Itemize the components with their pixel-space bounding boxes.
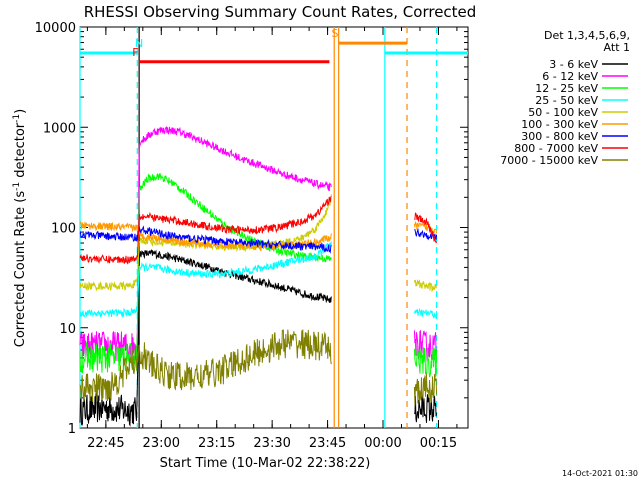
legend-header: Att 1: [604, 41, 630, 54]
legend-label: 100 - 300 keV: [521, 118, 598, 131]
series-line-25-50-kev-after: [413, 307, 438, 320]
x-tick-label: 22:45: [87, 436, 124, 451]
legend-label: 300 - 800 keV: [521, 130, 598, 143]
series-line-3-6-kev: [79, 249, 332, 427]
flag-label-s: S: [331, 27, 338, 40]
y-tick-label: 10: [59, 322, 76, 337]
x-axis-label: Start Time (10-Mar-02 22:38:22): [160, 456, 371, 471]
flag-label-n: N: [135, 37, 143, 50]
series-line-300-800-kev: [79, 225, 332, 254]
flag-label-f: F: [132, 46, 138, 59]
x-tick-label: 23:15: [198, 436, 235, 451]
chart-title: RHESSI Observing Summary Count Rates, Co…: [84, 3, 477, 21]
series-line-3-6-kev-after: [413, 394, 438, 423]
x-tick-label: 23:30: [253, 436, 290, 451]
x-tick-label: 23:00: [143, 436, 180, 451]
legend-label: 7000 - 15000 keV: [500, 154, 598, 167]
timestamp-footer: 14-Oct-2021 01:30: [562, 469, 638, 478]
series-line-7000-15000-kev-after: [413, 373, 438, 406]
y-tick-label: 1000: [43, 121, 76, 136]
series-line-50-100-kev-after: [413, 278, 438, 293]
series-line-7000-15000-kev: [79, 329, 332, 402]
series-line-800-7000-kev-after: [414, 212, 438, 244]
y-tick-label: 10000: [35, 21, 76, 36]
y-axis-label: Corrected Count Rate (s-1 detector-1): [12, 109, 28, 347]
y-tick-label: 100: [51, 222, 76, 237]
legend-label: 12 - 25 keV: [535, 82, 598, 95]
series-line-12-25-kev: [79, 173, 332, 374]
series-line-800-7000-kev: [79, 196, 332, 265]
legend-label: 50 - 100 keV: [528, 106, 598, 119]
legend-label: 3 - 6 keV: [549, 58, 598, 71]
x-tick-label: 23:45: [309, 436, 346, 451]
y-tick-label: 1: [68, 422, 76, 437]
x-tick-label: 00:00: [364, 436, 401, 451]
legend-label: 25 - 50 keV: [535, 94, 598, 107]
legend-label: 6 - 12 keV: [542, 70, 598, 83]
series-line-25-50-kev: [79, 241, 332, 318]
legend-label: 800 - 7000 keV: [514, 142, 598, 155]
x-tick-label: 00:15: [420, 436, 457, 451]
legend-header: Det 1,3,4,5,6,9,: [544, 29, 630, 42]
plot-area: 1 10 100 1000 10000 22:45 23:00 23:15 23:30 23:45…: [35, 21, 469, 451]
series-line-12-25-kev-after: [413, 345, 438, 378]
